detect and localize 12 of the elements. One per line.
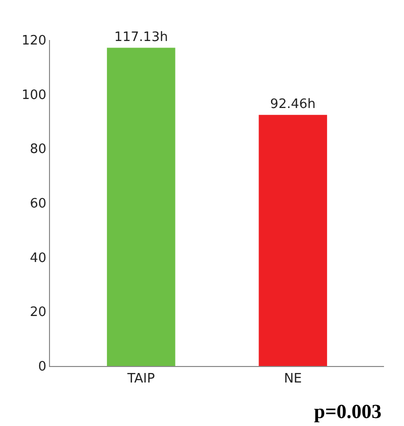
x-tick-label: NE: [284, 372, 302, 387]
data-label: 92.46h: [270, 96, 316, 112]
y-tick-label: 120: [22, 34, 46, 49]
data-label: 117.13h: [114, 30, 168, 45]
y-tick-label: 20: [30, 305, 46, 320]
y-tick-label: 100: [22, 88, 46, 103]
text: p=0.003: [314, 401, 382, 423]
y-tick-label: 60: [30, 196, 46, 212]
y-tick-label: 0: [38, 360, 46, 375]
y-tick-label: 80: [30, 142, 46, 158]
y-tick-label: 40: [30, 250, 46, 266]
x-tick-label: TAIP: [126, 372, 155, 387]
